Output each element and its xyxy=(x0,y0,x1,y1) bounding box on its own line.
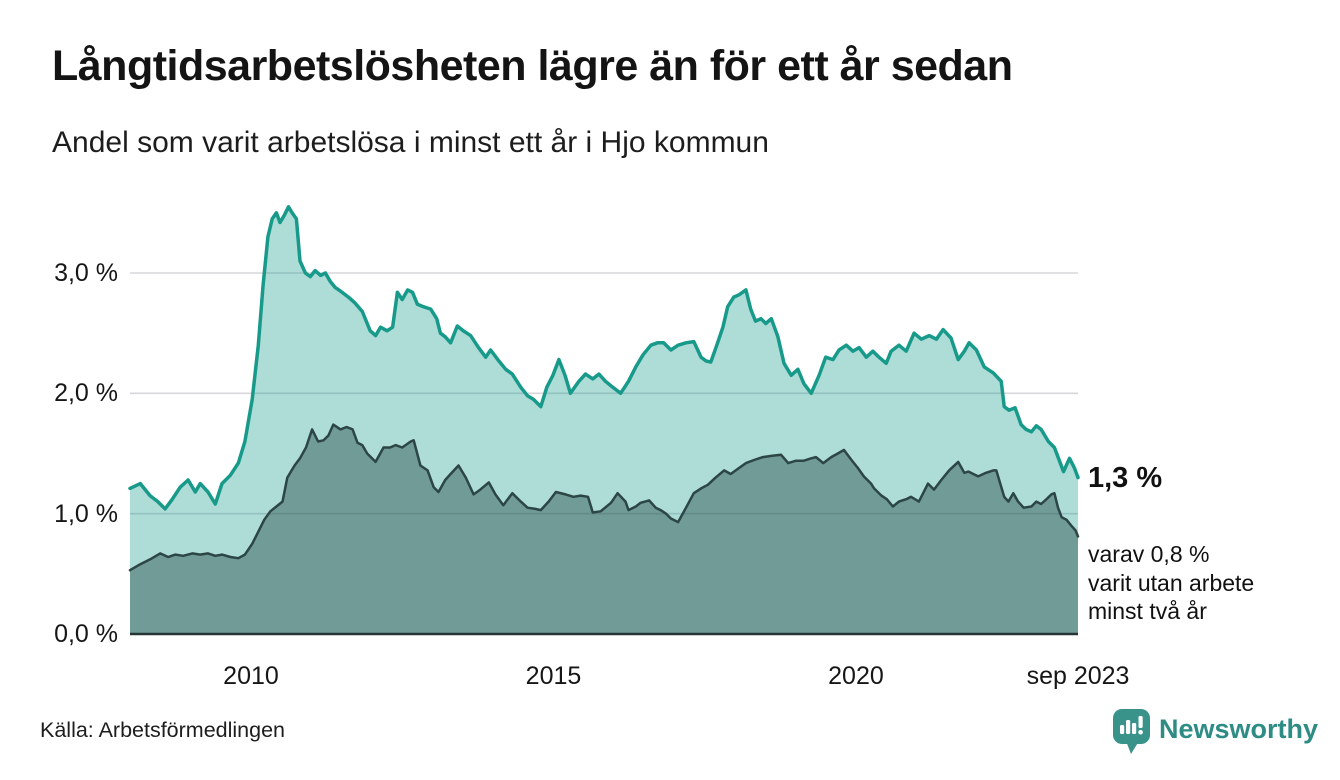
y-axis-tick-label: 1,0 % xyxy=(54,499,118,528)
brand-name: Newsworthy xyxy=(1159,714,1319,744)
x-axis-tick-label: 2020 xyxy=(828,662,884,690)
latest-value-annotation: 1,3 % xyxy=(1088,462,1163,494)
source-credit: Källa: Arbetsförmedlingen xyxy=(40,718,286,742)
series-area-1 xyxy=(130,206,1078,635)
chart-subtitle: Andel som varit arbetslösa i minst ett å… xyxy=(52,126,769,159)
y-axis-tick-label: 3,0 % xyxy=(54,259,118,287)
series-area-2 xyxy=(130,424,1078,634)
x-axis-tick-label: 2015 xyxy=(525,662,582,690)
y-axis-tick-label: 0,0 % xyxy=(54,620,118,648)
annotation-line: varav 0,8 % xyxy=(1088,541,1210,567)
chart-title: Långtidsarbetslösheten lägre än för ett … xyxy=(52,42,1013,90)
series-line-2 xyxy=(128,423,1080,572)
x-axis-tick-label: sep 2023 xyxy=(1026,662,1130,690)
y-axis-tick-label: 2,0 % xyxy=(54,379,118,408)
newsworthy-icon xyxy=(1113,709,1150,754)
x-axis-tick-label: 2010 xyxy=(223,662,279,690)
latest-detail-annotation: varav 0,8 % varit utan arbete minst två … xyxy=(1088,540,1254,626)
brand-logo: Newsworthy xyxy=(1112,708,1318,756)
annotation-line: minst två år xyxy=(1088,598,1207,624)
annotation-line: varit utan arbete xyxy=(1088,569,1255,596)
series-line-1 xyxy=(128,205,1080,511)
